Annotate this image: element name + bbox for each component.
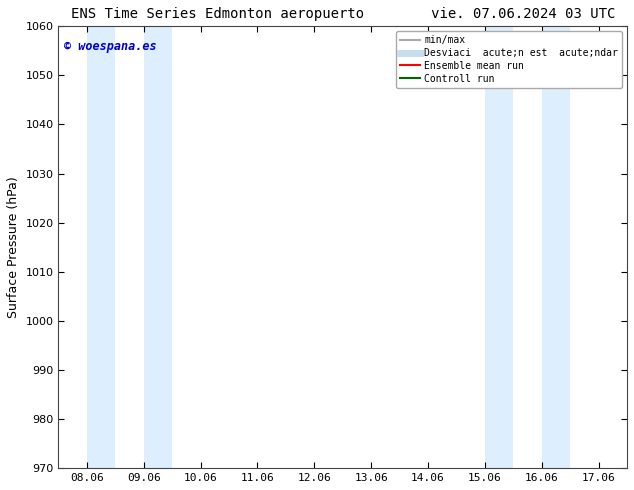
Text: © woespana.es: © woespana.es xyxy=(64,40,157,52)
Bar xyxy=(87,26,115,468)
Legend: min/max, Desviaci  acute;n est  acute;ndar, Ensemble mean run, Controll run: min/max, Desviaci acute;n est acute;ndar… xyxy=(396,31,622,88)
Title: ENS Time Series Edmonton aeropuerto        vie. 07.06.2024 03 UTC: ENS Time Series Edmonton aeropuerto vie.… xyxy=(70,7,615,21)
Bar xyxy=(144,26,172,468)
Bar xyxy=(485,26,514,468)
Y-axis label: Surface Pressure (hPa): Surface Pressure (hPa) xyxy=(7,176,20,318)
Bar xyxy=(627,26,634,468)
Bar xyxy=(542,26,570,468)
